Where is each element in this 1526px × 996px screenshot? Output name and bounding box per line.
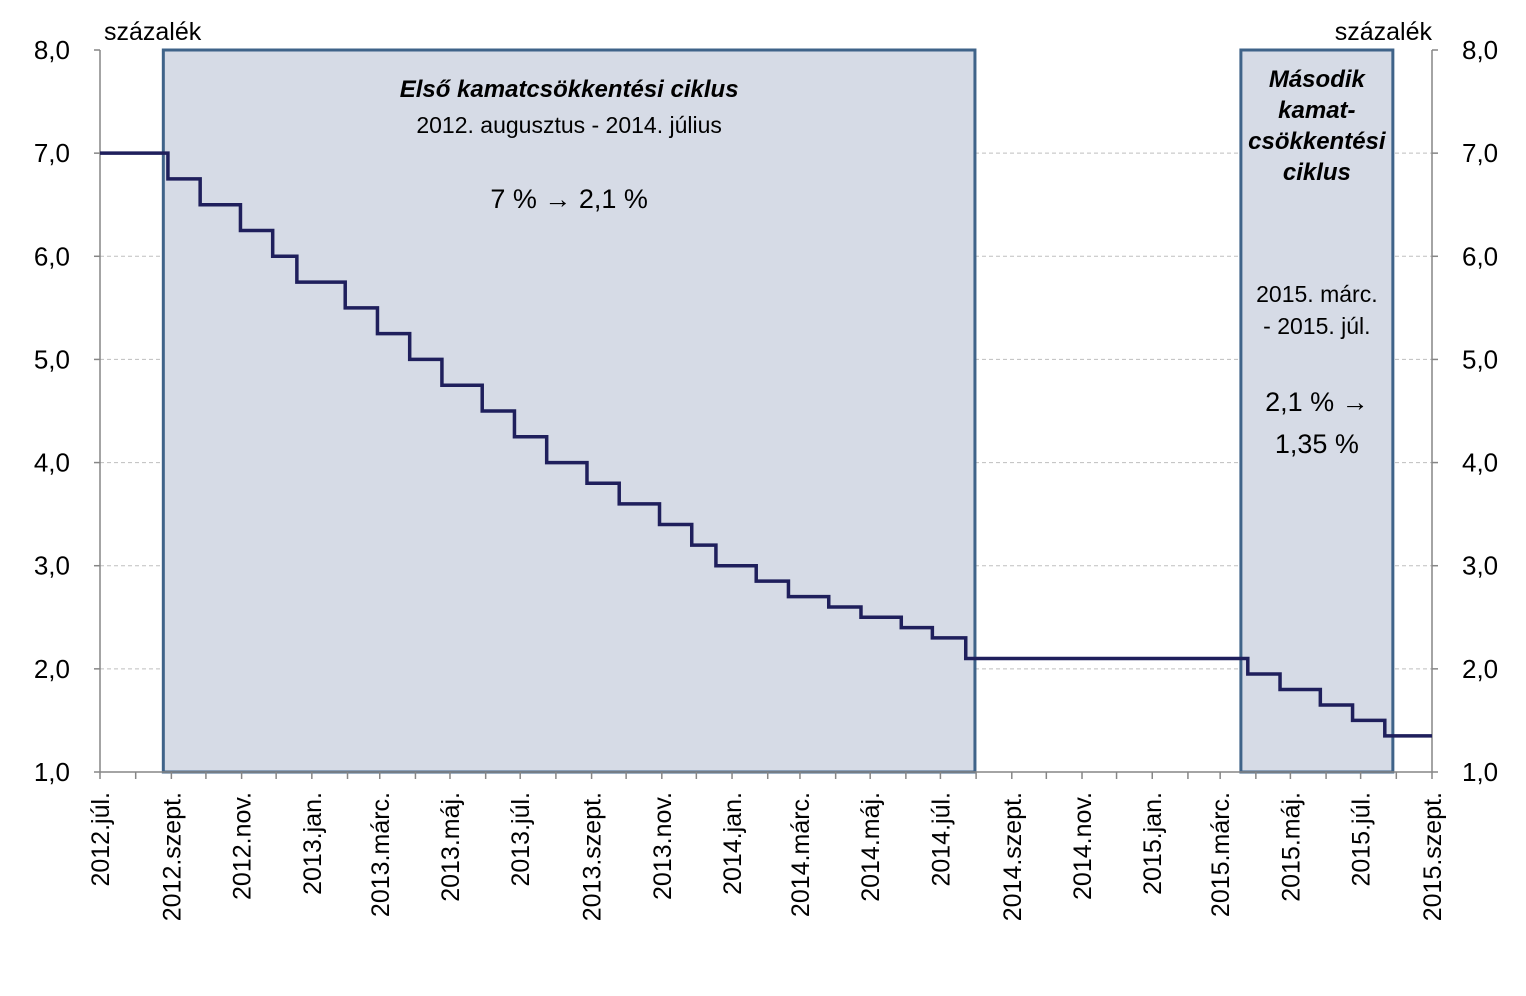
- x-tick-label: 2013.júl.: [507, 792, 535, 887]
- axes: 1,0 1,0 2,0 2,0 3,0 3,0 4,0 4,0 5,0 5,0 6,0 6,0 7,0 7…: [34, 18, 1498, 921]
- x-tick-label: 2015.jan.: [1139, 792, 1167, 895]
- y-tick-label-right: 2,0: [1462, 654, 1498, 684]
- period-2-title-line: kamat-: [1278, 97, 1355, 124]
- y-tick-label-right: 3,0: [1462, 551, 1498, 581]
- y-tick-label-left: 3,0: [34, 551, 70, 581]
- period-1-dates: 2012. augusztus - 2014. július: [416, 112, 722, 138]
- x-tick-label: 2013.márc.: [367, 792, 395, 917]
- y-tick-label-left: 5,0: [34, 344, 70, 374]
- x-tick-label: 2013.szept.: [579, 792, 607, 921]
- x-tick-label: 2015.szept.: [1419, 792, 1447, 921]
- y-tick-label-left: 1,0: [34, 757, 70, 787]
- y-axis-unit-left: százalék: [104, 18, 202, 46]
- y-tick-label-right: 5,0: [1462, 344, 1498, 374]
- x-tick-label: 2015.máj.: [1277, 792, 1305, 902]
- x-tick-label: 2012.nov.: [229, 792, 257, 900]
- y-tick-label-right: 8,0: [1462, 35, 1498, 65]
- policy-rate-line: [100, 151, 1432, 738]
- period-2-title-line: csökkentési: [1248, 128, 1387, 155]
- period-2-title-line: ciklus: [1283, 159, 1351, 186]
- period-2-change-line: 2,1 % →: [1265, 387, 1369, 417]
- y-tick-label-left: 4,0: [34, 448, 70, 478]
- period-1-title: Első kamatcsökkentési ciklus: [400, 76, 739, 103]
- shaded-period-2: [1239, 48, 1395, 774]
- y-tick-label-right: 6,0: [1462, 241, 1498, 271]
- x-tick-label: 2014.márc.: [787, 792, 815, 917]
- y-tick-label-left: 6,0: [34, 241, 70, 271]
- y-tick-label-left: 7,0: [34, 138, 70, 168]
- y-tick-label-right: 4,0: [1462, 448, 1498, 478]
- shaded-periods: [161, 48, 1395, 774]
- x-tick-label: 2013.máj.: [437, 792, 465, 902]
- series-layer: [100, 151, 1432, 738]
- x-tick-label: 2015.márc.: [1207, 792, 1235, 917]
- x-tick-label: 2014.nov.: [1069, 792, 1097, 900]
- y-tick-label-left: 2,0: [34, 654, 70, 684]
- period-2-change-line: 1,35 %: [1275, 429, 1359, 459]
- x-tick-label: 2013.jan.: [299, 792, 327, 895]
- shaded-period-1: [161, 48, 977, 774]
- x-tick-label: 2014.szept.: [999, 792, 1027, 921]
- x-tick-label: 2015.júl.: [1348, 792, 1376, 887]
- x-tick-label: 2012.szept.: [158, 792, 186, 921]
- x-tick-label: 2013.nov.: [649, 792, 677, 900]
- x-tick-label: 2014.júl.: [927, 792, 955, 887]
- y-tick-label-right: 7,0: [1462, 138, 1498, 168]
- x-tick-label: 2014.jan.: [719, 792, 747, 895]
- period-2-title-line: Második: [1269, 66, 1367, 93]
- y-tick-label-left: 8,0: [34, 35, 70, 65]
- x-tick-label: 2014.máj.: [857, 792, 885, 902]
- y-tick-label-right: 1,0: [1462, 757, 1498, 787]
- period-1-change: 7 % → 2,1 %: [490, 184, 648, 214]
- y-axis-unit-right: százalék: [1335, 18, 1433, 46]
- period-2-dates-line: - 2015. júl.: [1263, 313, 1370, 339]
- annotations: Első kamatcsökkentési ciklus 2012. augusz…: [400, 66, 1387, 459]
- x-tick-label: 2012.júl.: [87, 792, 115, 887]
- period-2-dates-line: 2015. márc.: [1256, 281, 1377, 307]
